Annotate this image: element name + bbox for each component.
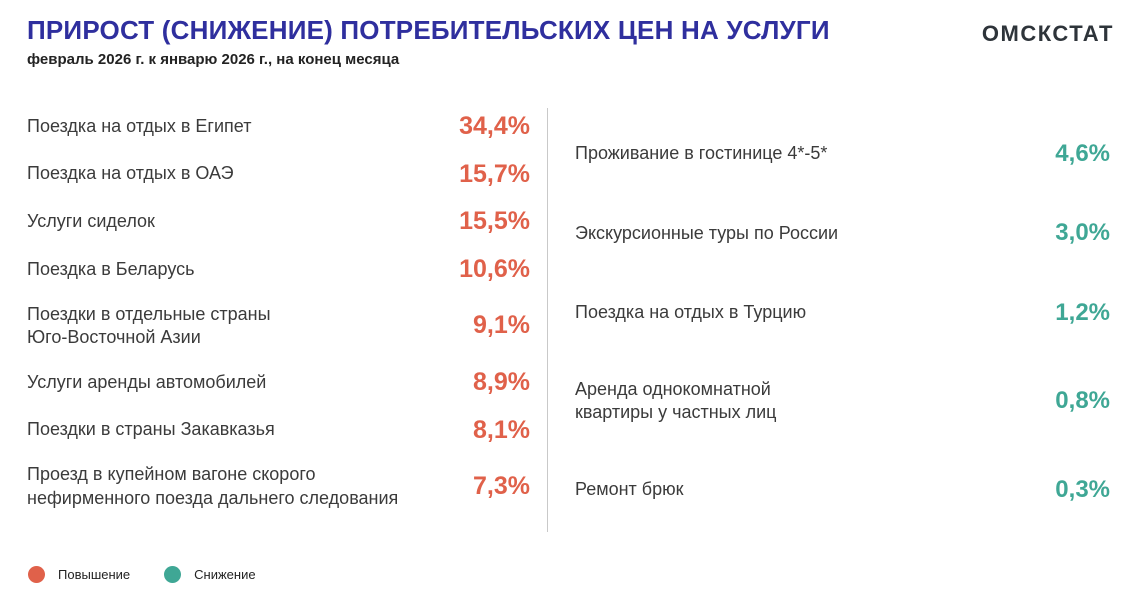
omskstat-logo: ОМСКСТАТ xyxy=(981,21,1114,46)
legend-label: Повышение xyxy=(58,567,131,582)
service-row: Поездка на отдых в ОАЭ 15,7% xyxy=(27,160,530,189)
service-label: Услуги сиделок xyxy=(27,211,155,232)
increase-column: Поездка на отдых в Египет 34,4% Поездка … xyxy=(27,112,530,510)
service-row: Поездка в Беларусь 10,6% xyxy=(27,255,530,284)
service-row: Поездки в страны Закавказья 8,1% xyxy=(27,416,530,445)
header: ПРИРОСТ (СНИЖЕНИЕ) ПОТРЕБИТЕЛЬСКИХ ЦЕН Н… xyxy=(27,15,927,68)
service-row: Аренда однокомнатной квартиры у частных … xyxy=(575,378,1110,425)
service-label: Проезд в купейном вагоне скорого нефирме… xyxy=(27,464,399,508)
service-label: Поездка на отдых в Египет xyxy=(27,115,252,136)
service-row: Проезд в купейном вагоне скорого нефирме… xyxy=(27,463,530,510)
service-row: Экскурсионные туры по России 3,0% xyxy=(575,219,1110,247)
page-subtitle: февраль 2026 г. к январю 2026 г., на кон… xyxy=(27,50,400,68)
service-label: Поездка на отдых в Турцию xyxy=(575,301,807,322)
service-row: Услуги аренды автомобилей 8,9% xyxy=(27,368,530,397)
service-value: 7,3% xyxy=(473,472,530,501)
service-value: 34,4% xyxy=(459,112,530,140)
service-label: Поездки в страны Закавказья xyxy=(27,419,275,440)
service-value: 0,8% xyxy=(1055,387,1110,415)
service-label: Аренда однокомнатной квартиры у частных … xyxy=(575,378,777,423)
service-value: 3,0% xyxy=(1055,219,1110,247)
service-value: 9,1% xyxy=(473,311,530,340)
service-label: Ремонт брюк xyxy=(575,479,684,500)
service-label: Поездки в отдельные страны Юго-Восточной… xyxy=(27,303,271,347)
service-label: Экскурсионные туры по России xyxy=(575,222,839,243)
service-label: Поездка на отдых в ОАЭ xyxy=(27,163,234,184)
service-value: 10,6% xyxy=(459,254,530,283)
legend-item-increase: Повышение xyxy=(28,566,130,583)
legend-label: Снижение xyxy=(194,567,256,582)
service-value: 15,7% xyxy=(459,159,530,188)
service-label: Услуги аренды автомобилей xyxy=(27,371,267,392)
service-label: Поездка в Беларусь xyxy=(27,258,195,279)
service-value: 15,5% xyxy=(459,207,530,236)
service-value: 8,9% xyxy=(473,367,530,396)
decrease-dot-icon xyxy=(164,566,182,583)
service-value: 1,2% xyxy=(1055,298,1110,326)
legend: Повышение Снижение xyxy=(28,566,256,583)
service-value: 4,6% xyxy=(1055,140,1110,167)
legend-item-decrease: Снижение xyxy=(164,566,256,583)
service-row: Поездка на отдых в Турцию 1,2% xyxy=(575,299,1110,327)
service-value: 8,1% xyxy=(473,415,530,444)
service-row: Поездки в отдельные страны Юго-Восточной… xyxy=(27,303,530,350)
service-row: Ремонт брюк 0,3% xyxy=(575,476,1110,504)
service-label: Проживание в гостинице 4*-5* xyxy=(575,143,828,164)
service-row: Услуги сиделок 15,5% xyxy=(27,207,530,236)
column-divider xyxy=(547,108,548,532)
decrease-column: Проживание в гостинице 4*-5* 4,6% Экскур… xyxy=(575,140,1110,504)
increase-dot-icon xyxy=(28,566,45,583)
service-row: Проживание в гостинице 4*-5* 4,6% xyxy=(575,140,1110,168)
service-row: Поездка на отдых в Египет 34,4% xyxy=(27,112,530,141)
service-value: 0,3% xyxy=(1055,475,1110,503)
page-title: ПРИРОСТ (СНИЖЕНИЕ) ПОТРЕБИТЕЛЬСКИХ ЦЕН Н… xyxy=(27,15,830,45)
